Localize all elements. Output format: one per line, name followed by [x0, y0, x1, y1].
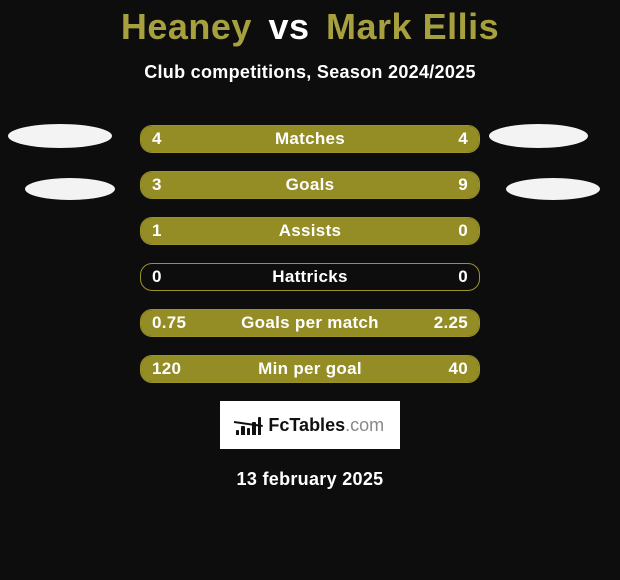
- stat-value-right: 4: [458, 129, 468, 149]
- stat-value-right: 0: [458, 221, 468, 241]
- fctables-logo: FcTables.com: [220, 401, 400, 449]
- stat-value-right: 9: [458, 175, 468, 195]
- stat-row: 3Goals9: [0, 171, 620, 199]
- player1-name: Heaney: [121, 6, 252, 47]
- stat-row: 0Hattricks0: [0, 263, 620, 291]
- stat-row: 0.75Goals per match2.25: [0, 309, 620, 337]
- stat-value-right: 0: [458, 267, 468, 287]
- stat-value-left: 0: [152, 267, 162, 287]
- title-vs: vs: [268, 6, 309, 47]
- page-title: Heaney vs Mark Ellis: [0, 0, 620, 48]
- logo-text-ext: .com: [345, 415, 384, 435]
- stat-row: 4Matches4: [0, 125, 620, 153]
- stat-label: Hattricks: [140, 267, 480, 287]
- logo-text: FcTables.com: [268, 415, 384, 436]
- stat-label: Matches: [140, 129, 480, 149]
- player2-name: Mark Ellis: [326, 6, 499, 47]
- logo-text-main: FcTables: [268, 415, 345, 435]
- stat-row-text: 3Goals9: [140, 171, 480, 199]
- stat-label: Goals: [140, 175, 480, 195]
- stat-value-right: 40: [448, 359, 468, 379]
- stat-row-text: 0.75Goals per match2.25: [140, 309, 480, 337]
- comparison-rows: 4Matches43Goals91Assists00Hattricks00.75…: [0, 125, 620, 383]
- stat-value-left: 1: [152, 221, 162, 241]
- stat-value-left: 0.75: [152, 313, 186, 333]
- stat-row: 1Assists0: [0, 217, 620, 245]
- stat-row: 120Min per goal40: [0, 355, 620, 383]
- stat-row-text: 1Assists0: [140, 217, 480, 245]
- stat-label: Goals per match: [140, 313, 480, 333]
- stat-row-text: 4Matches4: [140, 125, 480, 153]
- stat-row-text: 120Min per goal40: [140, 355, 480, 383]
- stat-row-text: 0Hattricks0: [140, 263, 480, 291]
- stat-value-left: 3: [152, 175, 162, 195]
- logo-bars-icon: [236, 415, 262, 435]
- stat-value-right: 2.25: [434, 313, 468, 333]
- stat-label: Assists: [140, 221, 480, 241]
- date-label: 13 february 2025: [0, 469, 620, 490]
- stat-label: Min per goal: [140, 359, 480, 379]
- stat-value-left: 4: [152, 129, 162, 149]
- subtitle: Club competitions, Season 2024/2025: [0, 62, 620, 83]
- stat-value-left: 120: [152, 359, 181, 379]
